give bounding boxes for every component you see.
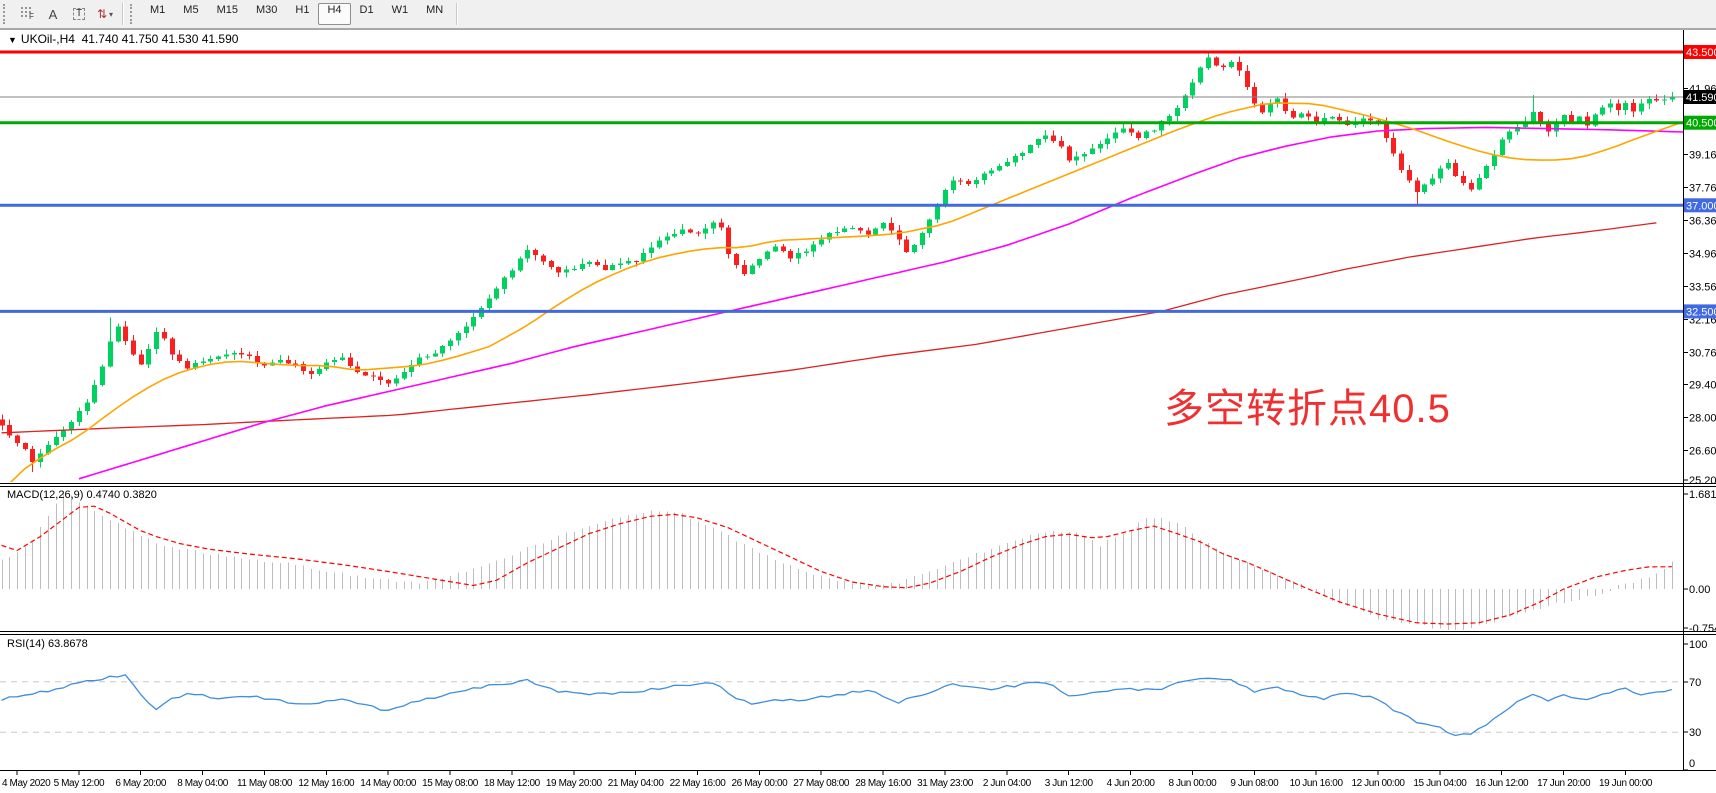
toolbar-separator [122, 3, 123, 25]
svg-text:18 May 12:00: 18 May 12:00 [484, 778, 541, 789]
svg-text:8 May 04:00: 8 May 04:00 [177, 778, 228, 789]
timeframe-button-d1[interactable]: D1 [359, 4, 374, 16]
svg-text:19 May 20:00: 19 May 20:00 [546, 778, 603, 789]
svg-text:3 Jun 12:00: 3 Jun 12:00 [1045, 778, 1094, 789]
svg-text:34.960: 34.960 [1689, 248, 1716, 260]
text-box-icon: T [72, 8, 86, 20]
svg-text:9 Jun 08:00: 9 Jun 08:00 [1230, 778, 1279, 789]
toolbar-drag-handle[interactable] [3, 4, 9, 24]
svg-text:19 Jun 00:00: 19 Jun 00:00 [1599, 778, 1653, 789]
svg-text:36.360: 36.360 [1689, 215, 1716, 227]
svg-text:37.760: 37.760 [1689, 182, 1716, 194]
chart-background [0, 28, 1716, 793]
svg-text:33.560: 33.560 [1689, 281, 1716, 293]
indicators-grid-button[interactable]: F [14, 2, 40, 26]
timeframe-button-h4[interactable]: H4 [318, 3, 351, 25]
svg-text:4 Jun 20:00: 4 Jun 20:00 [1107, 778, 1156, 789]
macd-axis: 1.6816 0.00 -0.754 [1683, 489, 1716, 635]
macd-signal-line [1, 505, 1672, 625]
ma-slow-line [1, 222, 1657, 434]
arrows-tool-button[interactable]: ⇅ ▾ [92, 2, 118, 26]
ma-fast-line [9, 102, 1680, 482]
svg-text:17 Jun 20:00: 17 Jun 20:00 [1537, 778, 1591, 789]
chart-text-annotation[interactable]: 多空转折点40.5 [1164, 387, 1451, 431]
ohlc-values: 41.740 41.750 41.530 41.590 [81, 32, 239, 46]
time-axis: 4 May 2020 5 May 12:00 6 May 20:00 8 May 04… [2, 770, 1653, 789]
svg-text:31 May 23:00: 31 May 23:00 [917, 778, 974, 789]
svg-text:28.000: 28.000 [1689, 413, 1716, 425]
svg-text:10 Jun 16:00: 10 Jun 16:00 [1290, 778, 1344, 789]
svg-text:1.6816: 1.6816 [1689, 489, 1716, 501]
svg-text:30: 30 [1689, 727, 1701, 739]
svg-text:39.160: 39.160 [1689, 149, 1716, 161]
symbol-label: UKOil-,H4 [20, 32, 75, 46]
timeframe-button-w1[interactable]: W1 [391, 4, 409, 16]
text-label-tool-button[interactable]: A [40, 2, 66, 26]
rsi-line [1, 674, 1673, 737]
svg-text:12 Jun 00:00: 12 Jun 00:00 [1351, 778, 1405, 789]
svg-text:4 May 2020: 4 May 2020 [2, 778, 51, 789]
rsi-indicator-label: RSI(14) 63.8678 [7, 638, 88, 650]
svg-text:32.500: 32.500 [1686, 306, 1716, 318]
toolbar-drag-handle[interactable] [130, 4, 136, 24]
svg-text:21 May 04:00: 21 May 04:00 [608, 778, 665, 789]
svg-text:26.600: 26.600 [1689, 446, 1716, 458]
moving-averages-layer [1, 102, 1683, 482]
arrows-icon: ⇅ [96, 7, 108, 21]
svg-text:27 May 08:00: 27 May 08:00 [793, 778, 850, 789]
svg-text:5 May 12:00: 5 May 12:00 [54, 778, 105, 789]
pane-frame [0, 29, 1716, 771]
svg-text:14 May 00:00: 14 May 00:00 [360, 778, 417, 789]
svg-text:37.000: 37.000 [1686, 200, 1716, 212]
timeframe-button-m30[interactable]: M30 [255, 4, 278, 16]
timeframe-button-mn[interactable]: MN [426, 4, 444, 16]
text-label-icon: A [48, 6, 58, 22]
timeframe-button-m1[interactable]: M1 [150, 4, 166, 16]
svg-text:12 May 16:00: 12 May 16:00 [298, 778, 355, 789]
price-axis: 41.96039.16037.76036.36034.96033.56032.1… [1683, 45, 1716, 487]
svg-text:2 Jun 04:00: 2 Jun 04:00 [983, 778, 1032, 789]
svg-text:100: 100 [1689, 639, 1707, 651]
svg-text:15 Jun 04:00: 15 Jun 04:00 [1413, 778, 1467, 789]
svg-text:70: 70 [1689, 677, 1701, 689]
chevron-down-icon: ▾ [109, 9, 114, 19]
svg-text:30.760: 30.760 [1689, 347, 1716, 359]
toolbar-separator [456, 3, 458, 25]
toolbar: F A T ⇅ ▾ M1 M5 M15 M30 H1 H4 D1 W1 MN [0, 0, 1716, 29]
svg-text:40.500: 40.500 [1686, 118, 1716, 130]
svg-text:25.200: 25.200 [1689, 475, 1716, 487]
ma-mid-line [78, 126, 1683, 480]
svg-text:15 May 08:00: 15 May 08:00 [422, 778, 479, 789]
svg-text:-0.754: -0.754 [1689, 623, 1716, 635]
text-box-tool-button[interactable]: T [66, 2, 92, 26]
macd-histogram-layer [2, 491, 1673, 630]
rsi-axis: 100 70 30 0 [1683, 639, 1707, 771]
svg-text:22 May 16:00: 22 May 16:00 [670, 778, 727, 789]
svg-text:0: 0 [1689, 758, 1695, 770]
svg-text:41.590: 41.590 [1686, 92, 1716, 104]
macd-indicator-label: MACD(12,26,9) 0.4740 0.3820 [7, 489, 157, 501]
timeframe-button-m15[interactable]: M15 [216, 4, 238, 16]
svg-text:26 May 00:00: 26 May 00:00 [732, 778, 789, 789]
svg-text:0.00: 0.00 [1689, 584, 1710, 596]
symbol-dropdown-icon[interactable]: ▼ [8, 35, 17, 45]
svg-text:8 Jun 00:00: 8 Jun 00:00 [1168, 778, 1217, 789]
svg-text:28 May 16:00: 28 May 16:00 [855, 778, 912, 789]
svg-text:6 May 20:00: 6 May 20:00 [115, 778, 166, 789]
indicators-grid-icon: F [19, 5, 35, 23]
svg-text:11 May 08:00: 11 May 08:00 [237, 778, 293, 789]
timeframe-button-m5[interactable]: M5 [183, 4, 199, 16]
svg-text:29.400: 29.400 [1689, 380, 1716, 392]
timeframe-button-group: M1 M5 M15 M30 H1 H4 D1 W1 MN [141, 3, 452, 25]
timeframe-button-h1[interactable]: H1 [295, 4, 310, 16]
svg-text:16 Jun 12:00: 16 Jun 12:00 [1475, 778, 1529, 789]
candles-layer [0, 53, 1675, 472]
svg-text:43.500: 43.500 [1686, 47, 1716, 59]
svg-text:F: F [29, 12, 34, 20]
chart-symbol-title: ▼ UKOil-,H4 41.740 41.750 41.530 41.590 [8, 32, 238, 46]
